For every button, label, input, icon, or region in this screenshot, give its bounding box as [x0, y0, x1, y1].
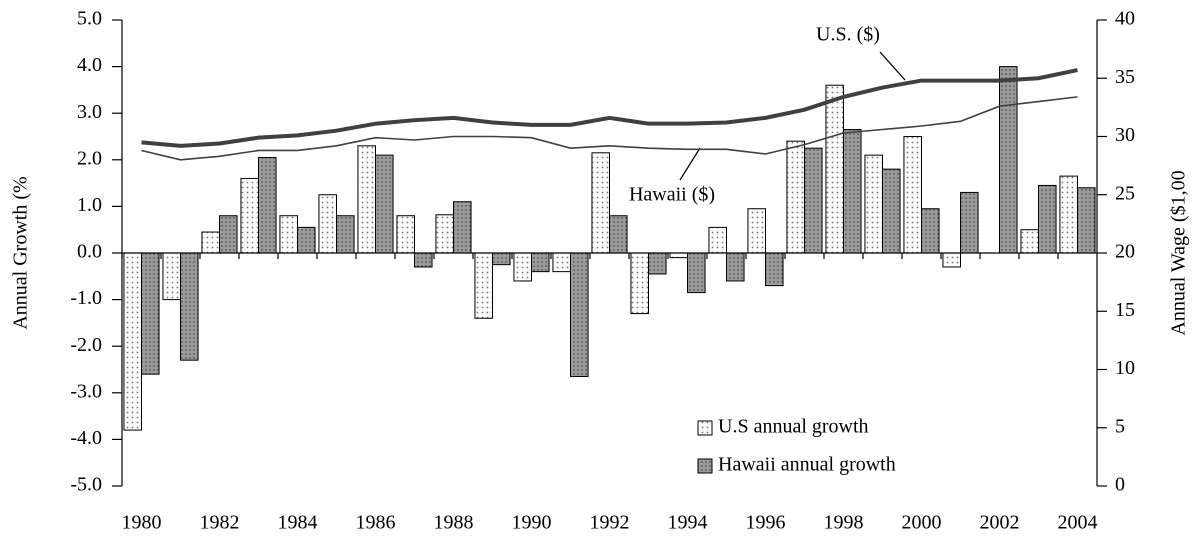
y2-tick-label: 15 — [1115, 299, 1135, 321]
y-axis-label: Annual Growth (% — [10, 176, 32, 329]
x-tick-label: 2000 — [902, 512, 942, 534]
bar — [453, 201, 472, 254]
y2-tick-label: 10 — [1115, 357, 1135, 379]
legend-swatch — [697, 420, 713, 436]
y-tick-label: 0.0 — [77, 241, 102, 263]
x-tick-label: 1988 — [434, 512, 474, 534]
bar — [492, 252, 511, 266]
bar — [180, 252, 199, 361]
bar — [396, 215, 416, 254]
y-tick-label: 3.0 — [77, 101, 102, 123]
y2-axis-label: Annual Wage ($1,00 — [1168, 170, 1190, 335]
x-tick-label: 2002 — [980, 512, 1020, 534]
bar — [786, 140, 806, 254]
leader-line — [679, 147, 701, 181]
x-tick-label: 1996 — [746, 512, 786, 534]
x-tick-label: 1984 — [278, 512, 318, 534]
y2-tick-label: 5 — [1115, 415, 1125, 437]
y-tick-label: 2.0 — [77, 147, 102, 169]
y-tick-label: -3.0 — [70, 380, 102, 402]
bar — [531, 252, 550, 273]
bar — [435, 214, 455, 254]
bar — [960, 191, 979, 254]
wage-line — [141, 68, 1078, 148]
y2-tick-label: 0 — [1115, 474, 1125, 496]
bar — [903, 136, 923, 254]
bar — [1038, 184, 1057, 254]
bar — [804, 147, 823, 254]
y2-tick-label: 40 — [1115, 8, 1135, 30]
bar — [765, 252, 784, 287]
bar — [552, 252, 572, 273]
x-tick-label: 1980 — [122, 512, 162, 534]
bar — [999, 66, 1018, 254]
y2-tick-label: 30 — [1115, 124, 1135, 146]
y-tick-label: 5.0 — [77, 8, 102, 30]
bar — [609, 215, 628, 254]
bar — [648, 252, 667, 275]
bar — [336, 215, 355, 254]
bar — [747, 208, 767, 254]
bar — [240, 177, 259, 254]
wage-line — [141, 96, 1078, 161]
bar — [708, 226, 728, 254]
legend-label: Hawaii annual growth — [718, 454, 896, 476]
bar — [882, 168, 901, 254]
legend-swatch — [697, 458, 713, 474]
bar — [1020, 229, 1040, 254]
bar — [921, 208, 940, 254]
bar — [279, 215, 299, 254]
y-tick-label: 1.0 — [77, 194, 102, 216]
x-tick-label: 1982 — [200, 512, 240, 534]
y-tick-label: -2.0 — [70, 334, 102, 356]
bar — [726, 252, 745, 282]
bar — [474, 252, 494, 319]
bar — [357, 145, 377, 254]
bar — [162, 252, 181, 301]
legend-label: U.S annual growth — [718, 416, 869, 438]
bar — [318, 194, 338, 254]
bar — [687, 252, 706, 294]
y-tick-label: -5.0 — [70, 474, 102, 496]
y2-tick-label: 20 — [1115, 241, 1135, 263]
x-tick-label: 1986 — [356, 512, 396, 534]
bar — [375, 154, 394, 254]
x-tick-label: 1992 — [590, 512, 630, 534]
bar — [219, 215, 238, 254]
bar — [864, 154, 884, 254]
bar — [1059, 175, 1078, 254]
x-tick-label: 1994 — [668, 512, 708, 534]
bar — [513, 252, 533, 282]
y-tick-label: -1.0 — [70, 287, 102, 309]
bar — [141, 252, 160, 375]
annotation: U.S. ($) — [816, 24, 880, 46]
bar — [825, 84, 845, 254]
leader-line — [879, 51, 906, 81]
annotation: Hawaii ($) — [629, 184, 715, 206]
x-tick-label: 1990 — [512, 512, 552, 534]
bar — [843, 129, 862, 254]
y-tick-label: 4.0 — [77, 54, 102, 76]
bar — [570, 252, 589, 377]
x-tick-label: 1998 — [824, 512, 864, 534]
bar — [123, 252, 142, 431]
y2-tick-label: 35 — [1115, 66, 1135, 88]
bar — [942, 252, 962, 268]
bar — [630, 252, 650, 315]
bar — [201, 231, 220, 254]
y2-tick-label: 25 — [1115, 182, 1135, 204]
bar — [297, 226, 316, 254]
bar — [258, 156, 277, 254]
x-tick-label: 2004 — [1058, 512, 1098, 534]
y-tick-label: -4.0 — [70, 427, 102, 449]
bar — [1077, 187, 1096, 254]
bar — [414, 252, 433, 268]
bar — [669, 252, 689, 259]
bar — [591, 152, 611, 254]
